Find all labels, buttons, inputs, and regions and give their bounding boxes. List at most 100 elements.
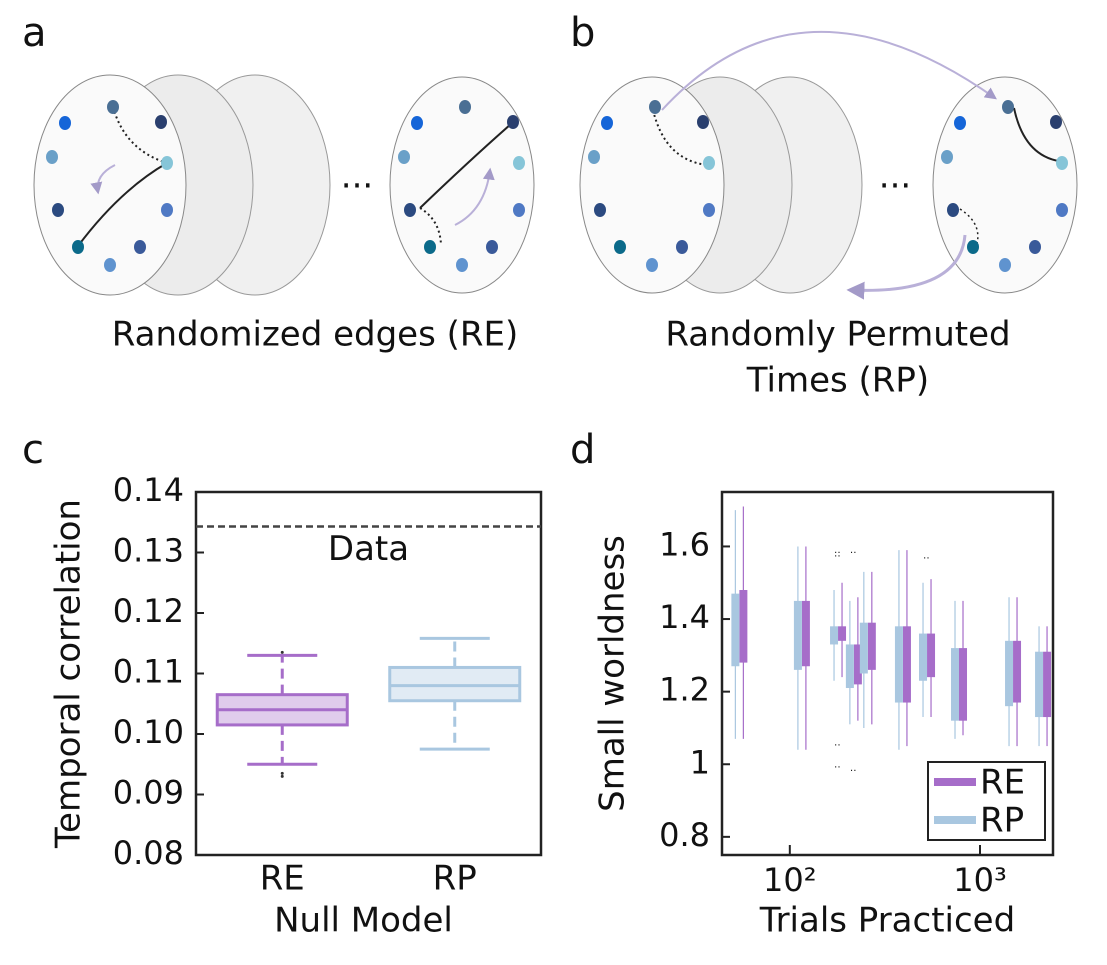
node [456, 258, 468, 272]
box [1013, 640, 1022, 703]
panel-label: c [22, 427, 44, 473]
plot-frame [720, 490, 1055, 857]
ellipsis: ... [879, 157, 911, 197]
node [52, 203, 64, 217]
arrow [90, 164, 116, 195]
legend-box [927, 761, 1046, 841]
layer [579, 76, 725, 294]
node [703, 203, 715, 217]
flier: ‥ [834, 759, 841, 770]
flier [280, 774, 284, 778]
arrow [661, 30, 997, 111]
node [161, 203, 173, 217]
x-tick-label: 10³ [953, 861, 1007, 899]
box [388, 665, 522, 703]
node [59, 116, 71, 130]
box [838, 626, 847, 641]
box [1035, 651, 1044, 718]
node [411, 116, 423, 130]
node [107, 100, 119, 114]
node [676, 240, 688, 254]
y-tick-label: 0.11 [113, 653, 184, 691]
box [801, 600, 810, 667]
caption: Randomized edges (RE) [112, 315, 519, 355]
node [424, 240, 436, 254]
box [830, 626, 839, 645]
box [902, 626, 911, 703]
y-axis-label: Temporal correlation [49, 499, 89, 849]
node [404, 203, 416, 217]
x-axis-label: Trials Practiced [759, 901, 1015, 941]
box [919, 633, 928, 681]
flier [280, 771, 284, 775]
y-tick-label: 1.2 [659, 671, 710, 709]
y-tick-label: 0.8 [659, 816, 710, 854]
y-tick-label: 1 [690, 743, 710, 781]
node [486, 240, 498, 254]
box [1005, 640, 1014, 707]
node [588, 150, 600, 164]
edge [77, 162, 168, 247]
box [894, 626, 903, 703]
node [1056, 156, 1068, 170]
y-axis-label: Small worldness [593, 535, 633, 812]
y-tick-label: 0.08 [113, 834, 184, 872]
flier: ‥ [834, 737, 841, 748]
node [72, 240, 84, 254]
edge [419, 207, 442, 246]
reference-label: Data [328, 529, 409, 569]
node [703, 156, 715, 170]
caption: Randomly Permuted [665, 315, 1010, 355]
box [731, 593, 740, 667]
node [104, 258, 116, 272]
x-tick-label: RP [433, 859, 477, 899]
box [845, 644, 854, 689]
node [459, 100, 471, 114]
node [1029, 240, 1041, 254]
x-tick-label: 10² [763, 861, 817, 899]
node [594, 203, 606, 217]
box [1043, 651, 1052, 718]
y-tick-label: 0.13 [113, 532, 184, 570]
arrow [454, 167, 495, 226]
layer [932, 76, 1078, 294]
box [739, 590, 748, 663]
panel-label: b [570, 10, 595, 56]
box [853, 644, 862, 685]
box [793, 600, 802, 670]
legend-label: RE [980, 763, 1025, 803]
edge [419, 123, 512, 209]
x-axis-label: Null Model [274, 901, 453, 941]
node [161, 156, 173, 170]
y-tick-label: 1.6 [659, 525, 710, 563]
y-tick-label: 0.12 [113, 592, 184, 630]
node [513, 203, 525, 217]
flier: ‥ [834, 549, 841, 560]
node [646, 258, 658, 272]
layer [33, 74, 187, 296]
box [951, 648, 960, 721]
x-tick-label: RE [260, 859, 305, 899]
node [601, 116, 613, 130]
node [1050, 115, 1062, 129]
caption: Times (RP) [746, 361, 929, 401]
arrow [846, 234, 967, 300]
y-tick-label: 0.14 [113, 471, 184, 509]
legend-label: RP [980, 801, 1024, 841]
node [614, 240, 626, 254]
node [967, 240, 979, 254]
box [867, 622, 876, 670]
layer [389, 76, 535, 294]
node [507, 115, 519, 129]
node [649, 100, 661, 114]
edge [112, 106, 168, 164]
panel-label: a [22, 10, 47, 56]
node [155, 115, 167, 129]
node [941, 150, 953, 164]
node [999, 258, 1011, 272]
node [134, 240, 146, 254]
y-tick-label: 1.4 [659, 598, 710, 636]
y-tick-label: 0.09 [113, 774, 184, 812]
node [697, 115, 709, 129]
ellipsis: ... [341, 157, 373, 197]
